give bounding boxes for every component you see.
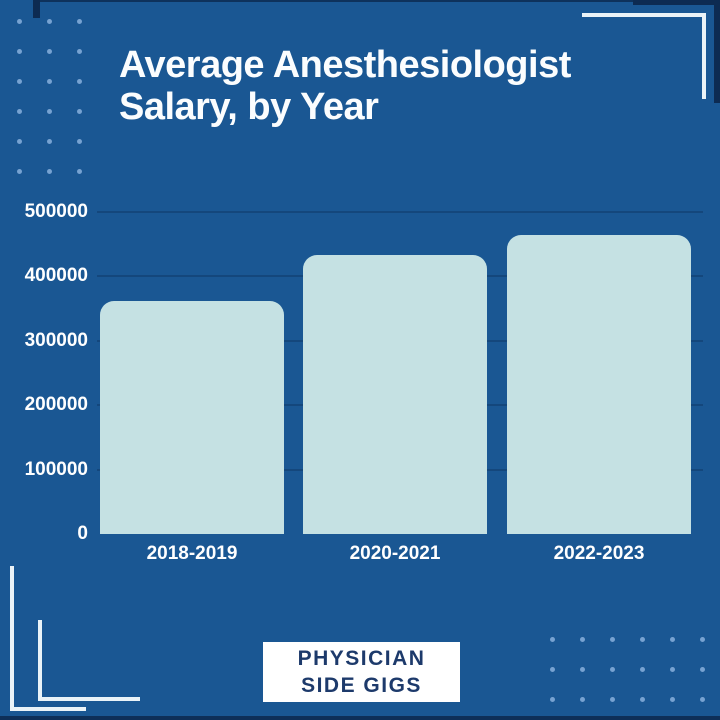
page-title-line2: Salary, by Year — [119, 86, 379, 128]
corner-bracket-bottom-left-outer-vertical — [10, 566, 14, 711]
bar-2020-2021 — [303, 254, 487, 534]
decorative-dot — [580, 637, 585, 642]
bar-2022-2023 — [507, 234, 691, 534]
y-tick-label-0: 0 — [77, 523, 88, 544]
decorative-dot — [640, 637, 645, 642]
decorative-dot — [47, 19, 52, 24]
decorative-dot — [550, 697, 555, 702]
decorative-dot — [17, 19, 22, 24]
decorative-dot — [700, 637, 705, 642]
top-left-tick — [33, 0, 40, 18]
y-tick-label-100000: 100000 — [24, 458, 88, 480]
x-tick-label-2022-2023: 2022-2023 — [553, 543, 645, 564]
decorative-dot — [670, 637, 675, 642]
decorative-dot — [17, 109, 22, 114]
decorative-dot — [670, 697, 675, 702]
decorative-dot — [77, 19, 82, 24]
y-tick-label-300000: 300000 — [24, 329, 88, 351]
decorative-dot — [640, 667, 645, 672]
decorative-dot — [47, 109, 52, 114]
corner-bracket-bottom-left-outer-horizontal — [10, 707, 86, 711]
y-tick-label-200000: 200000 — [24, 394, 88, 416]
corner-bracket-top-right-vertical — [702, 13, 706, 99]
decorative-dot — [700, 667, 705, 672]
corner-bracket-bottom-left-inner-vertical — [38, 620, 42, 701]
bottom-edge-line — [0, 716, 720, 720]
x-tick-label-2018-2019: 2018-2019 — [146, 543, 238, 564]
brand-badge-line1: PHYSICIAN — [297, 647, 426, 670]
page-title-line1: Average Anesthesiologist — [119, 44, 571, 86]
decorative-dot — [47, 169, 52, 174]
decorative-dot — [77, 169, 82, 174]
decorative-dot — [17, 169, 22, 174]
corner-bracket-bottom-left-inner-horizontal — [38, 697, 140, 701]
decorative-dot — [47, 139, 52, 144]
top-edge-line — [33, 0, 720, 2]
corner-bracket-top-right-horizontal — [582, 13, 706, 17]
decorative-dot — [47, 49, 52, 54]
decorative-dot — [580, 667, 585, 672]
decorative-dot — [610, 697, 615, 702]
decorative-dot — [77, 49, 82, 54]
y-tick-label-500000: 500000 — [24, 201, 88, 222]
decorative-dot — [47, 79, 52, 84]
top-right-side-strip — [714, 0, 720, 103]
decorative-dot — [550, 667, 555, 672]
decorative-dot — [17, 49, 22, 54]
page-title: Average Anesthesiologist Salary, by Year — [119, 44, 679, 128]
decorative-dot — [610, 637, 615, 642]
bar-2018-2019 — [100, 300, 284, 534]
gridline-500000 — [97, 211, 703, 213]
y-tick-label-400000: 400000 — [24, 265, 88, 287]
decorative-dot — [17, 79, 22, 84]
decorative-dot — [77, 109, 82, 114]
brand-badge-line2: SIDE GIGS — [301, 674, 422, 697]
decorative-dot — [17, 139, 22, 144]
top-right-top-strip — [633, 0, 720, 5]
decorative-dot — [580, 697, 585, 702]
decorative-dot — [77, 139, 82, 144]
brand-badge: PHYSICIAN SIDE GIGS — [263, 642, 460, 702]
decorative-dot — [550, 637, 555, 642]
decorative-dot — [700, 697, 705, 702]
decorative-dot — [610, 667, 615, 672]
decorative-dot — [640, 697, 645, 702]
decorative-dot — [670, 667, 675, 672]
x-tick-label-2020-2021: 2020-2021 — [349, 543, 441, 564]
decorative-dot — [77, 79, 82, 84]
